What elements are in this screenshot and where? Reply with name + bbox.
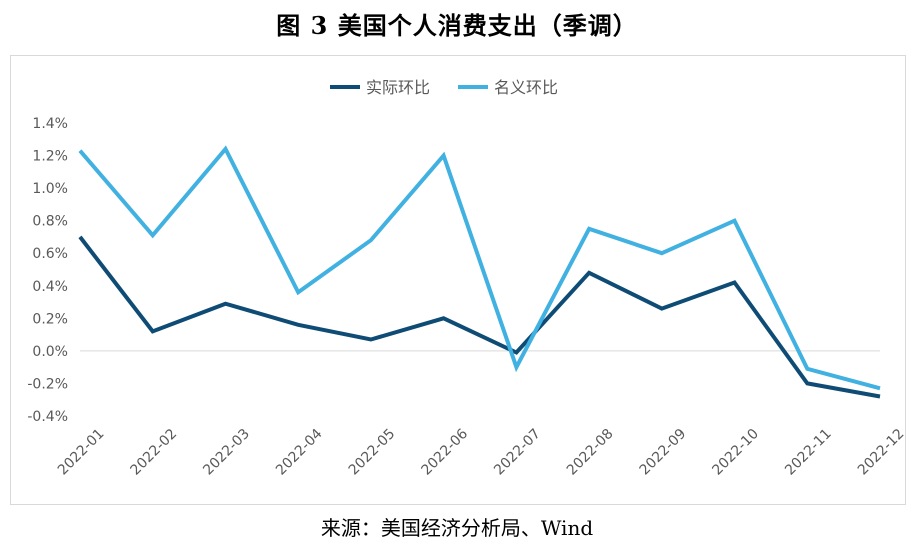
series-line	[78, 145, 881, 391]
legend-label: 实际环比	[366, 78, 430, 97]
x-tick-label: 2022-07	[491, 426, 544, 479]
y-tick-label: 0.0%	[32, 344, 68, 360]
y-tick-label: 1.2%	[32, 149, 68, 165]
source-note: 来源：美国经济分析局、Wind	[320, 516, 594, 540]
y-tick-label: 1.4%	[32, 116, 68, 132]
chart-panel	[10, 55, 906, 505]
y-tick-label: 0.4%	[32, 279, 68, 295]
legend-label: 名义环比	[494, 78, 558, 97]
chart-title: 图 3 美国个人消费支出（季调）	[276, 11, 638, 40]
x-tick-label: 2022-01	[55, 426, 108, 479]
x-tick-label: 2022-04	[273, 426, 326, 479]
y-tick-label: -0.2%	[27, 376, 68, 392]
x-tick-label: 2022-06	[418, 426, 471, 479]
y-tick-label: -0.4%	[27, 409, 68, 425]
y-tick-label: 0.6%	[32, 246, 68, 262]
x-tick-label: 2022-10	[709, 426, 762, 479]
x-tick-label: 2022-02	[128, 426, 181, 479]
y-tick-label: 0.2%	[32, 311, 68, 327]
series-lines	[78, 145, 881, 399]
legend-item: 名义环比	[458, 78, 558, 97]
y-axis: 1.4% 1.2% 1.0% 0.8% 0.6% 0.4% 0.2% 0.0% -0.2% -0.…	[27, 116, 880, 425]
x-tick-label: 2022-08	[564, 426, 617, 479]
y-tick-label: 0.8%	[32, 214, 68, 230]
y-tick-label: 1.0%	[32, 181, 68, 197]
series-line	[78, 235, 881, 399]
series-2	[78, 145, 881, 391]
x-tick-label: 2022-03	[200, 426, 253, 479]
legend-item: 实际环比	[330, 78, 430, 97]
x-tick-label: 2022-12	[855, 426, 908, 479]
x-axis: 2022-01 2022-02 2022-03 2022-04 2022-05 2022-…	[55, 426, 908, 479]
legend: 实际环比 名义环比	[330, 78, 558, 97]
series-1	[78, 235, 881, 399]
x-tick-label: 2022-09	[637, 426, 690, 479]
x-tick-label: 2022-05	[346, 426, 399, 479]
x-tick-label: 2022-11	[782, 426, 835, 479]
